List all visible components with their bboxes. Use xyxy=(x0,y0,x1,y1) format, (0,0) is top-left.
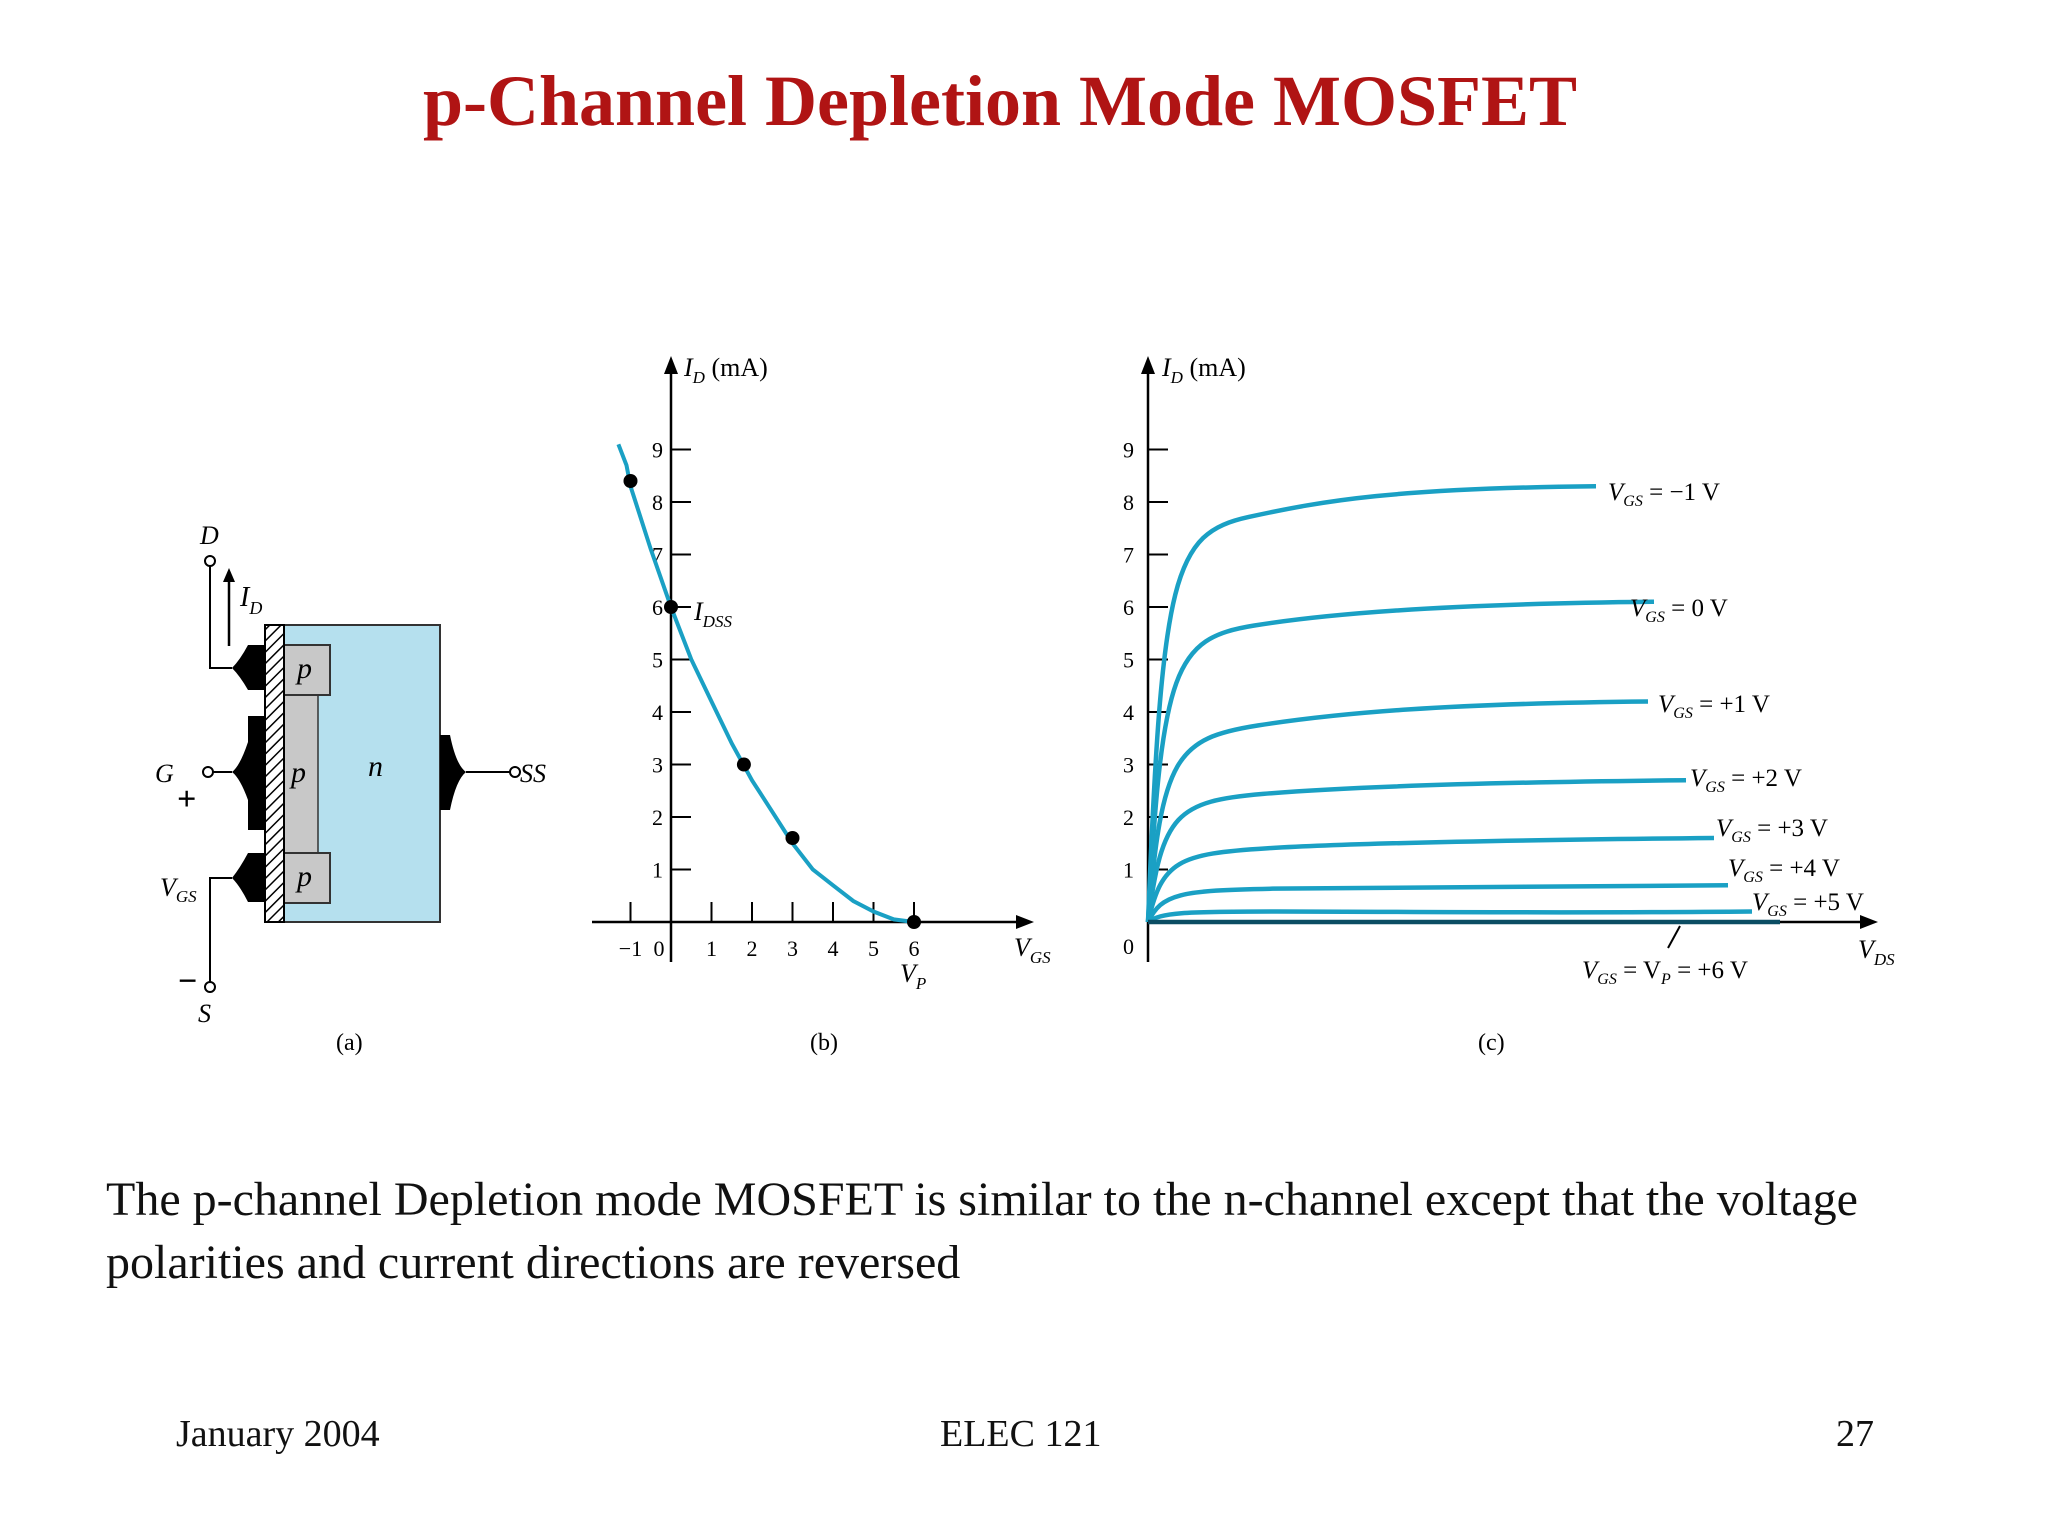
series-label: VGS = +1 V xyxy=(1658,691,1770,722)
x-axis-label: VDS xyxy=(1858,935,1895,969)
vp-leader-line xyxy=(1667,925,1681,949)
x-axis-arrowhead xyxy=(1860,915,1878,929)
series-label: VGS = +5 V xyxy=(1752,889,1864,920)
x-tick-label: 0 xyxy=(654,936,665,961)
slide-body-text: The p-channel Depletion mode MOSFET is s… xyxy=(106,1173,1858,1289)
series-label: VGS = +3 V xyxy=(1716,815,1828,846)
minus-sign: − xyxy=(178,963,197,1000)
series-label: VGS = VP = +6 V xyxy=(1582,957,1748,988)
gate-terminal xyxy=(202,766,214,778)
x-tick-label: 2 xyxy=(747,936,758,961)
mosfet-figure: D ID G + VGS − S SS p p p n (a) ID (mA) … xyxy=(155,353,1895,1056)
drain-curve xyxy=(1145,835,1715,923)
y-axis-arrowhead xyxy=(664,356,678,374)
drain-curve xyxy=(1145,778,1687,923)
drain-curve xyxy=(1145,883,1729,923)
idss-label: IDSS xyxy=(693,597,732,631)
source-contact xyxy=(232,853,265,902)
y-tick-label: 7 xyxy=(1123,543,1134,568)
x-tick-label: 4 xyxy=(828,936,839,961)
y-tick-label: 9 xyxy=(652,438,663,463)
data-point xyxy=(907,915,921,929)
p-mid-label: p xyxy=(289,756,306,789)
p-region-top xyxy=(283,644,331,696)
drain-characteristics-chart: ID (mA) VDS 0 1 2 3 4 5 6 7 8 9 VGS = −1 V VGS = 0… xyxy=(1123,353,1895,1056)
caption-a: (a) xyxy=(336,1030,363,1056)
data-point xyxy=(664,600,678,614)
y-tick-label: 3 xyxy=(1123,753,1134,778)
current-label: ID xyxy=(239,582,262,618)
transfer-curve xyxy=(616,443,915,924)
drain-curve xyxy=(1145,599,1655,923)
y-tick-label: 8 xyxy=(1123,490,1134,515)
y-axis-label: ID (mA) xyxy=(1161,353,1246,387)
y-tick-label: 6 xyxy=(652,595,663,620)
y-tick-label: 6 xyxy=(1123,595,1134,620)
series-label: VGS = −1 V xyxy=(1608,479,1720,510)
y-tick-label: 9 xyxy=(1123,438,1134,463)
vgs-label: VGS xyxy=(160,873,197,906)
p-channel xyxy=(283,693,319,855)
drain-contact xyxy=(232,645,265,690)
data-point xyxy=(785,831,800,845)
x-axis-arrowhead xyxy=(1016,915,1034,929)
x-tick-label: 5 xyxy=(868,936,879,961)
caption-c: (c) xyxy=(1478,1030,1505,1056)
source-label: S xyxy=(198,999,211,1028)
footer-course: ELEC 121 xyxy=(940,1413,1102,1455)
y-tick-label: 1 xyxy=(652,858,663,883)
y-tick-label: 7 xyxy=(652,543,663,568)
data-point xyxy=(736,757,751,772)
p-top-label: p xyxy=(295,652,312,685)
y-tick-label: 8 xyxy=(652,490,663,515)
substrate-contact xyxy=(440,735,466,810)
series-label: VGS = 0 V xyxy=(1630,595,1728,626)
drain-label: D xyxy=(199,521,219,550)
p-bottom-label: p xyxy=(295,860,312,893)
gate-label: G xyxy=(155,759,174,788)
x-tick-label: 3 xyxy=(787,936,798,961)
x-axis-label: VGS xyxy=(1014,933,1051,967)
drain-curve xyxy=(1146,909,1753,924)
footer-date: January 2004 xyxy=(176,1413,380,1455)
x-tick-label: −1 xyxy=(619,936,642,961)
y-tick-label: 2 xyxy=(652,805,663,830)
substrate-terminal xyxy=(509,766,521,778)
current-arrowhead xyxy=(223,568,235,582)
y-tick-label: 2 xyxy=(1123,805,1134,830)
gate-contact xyxy=(232,716,265,830)
drain-terminal xyxy=(204,555,216,567)
series-label: VGS = +4 V xyxy=(1728,855,1840,886)
source-wire xyxy=(209,877,232,982)
data-point xyxy=(623,474,638,488)
caption-b: (b) xyxy=(810,1030,838,1056)
y-tick-label: 5 xyxy=(1123,648,1134,673)
drain-curve xyxy=(1145,699,1649,923)
footer-page-number: 27 xyxy=(1836,1413,1874,1455)
y-axis-arrowhead xyxy=(1141,356,1155,374)
device-diagram: D ID G + VGS − S SS p p p n (a) xyxy=(155,521,546,1056)
y-tick-label: 3 xyxy=(652,753,663,778)
n-label: n xyxy=(368,750,383,783)
y-tick-label: 0 xyxy=(1123,934,1134,959)
y-tick-label: 5 xyxy=(652,648,663,673)
transfer-chart: ID (mA) VGS IDSS VP 1 2 3 4 5 6 7 8 9 −1 0 1 2 3 4 5 6 (… xyxy=(592,353,1051,1056)
drain-wire xyxy=(209,566,232,669)
plus-sign: + xyxy=(177,781,196,818)
source-terminal xyxy=(204,981,216,993)
y-tick-label: 1 xyxy=(1123,858,1134,883)
x-tick-label: 6 xyxy=(909,936,920,961)
x-tick-label: 1 xyxy=(706,936,717,961)
vp-label: VP xyxy=(900,959,926,993)
y-tick-label: 4 xyxy=(652,700,663,725)
series-label: VGS = +2 V xyxy=(1690,765,1802,796)
oxide-layer xyxy=(264,624,285,923)
substrate-label: SS xyxy=(520,759,546,788)
slide-title: p-Channel Depletion Mode MOSFET xyxy=(422,61,1578,141)
y-tick-label: 4 xyxy=(1123,700,1134,725)
y-axis-label: ID (mA) xyxy=(683,353,768,387)
drain-curve xyxy=(1145,484,1597,923)
p-region-bottom xyxy=(283,852,331,904)
